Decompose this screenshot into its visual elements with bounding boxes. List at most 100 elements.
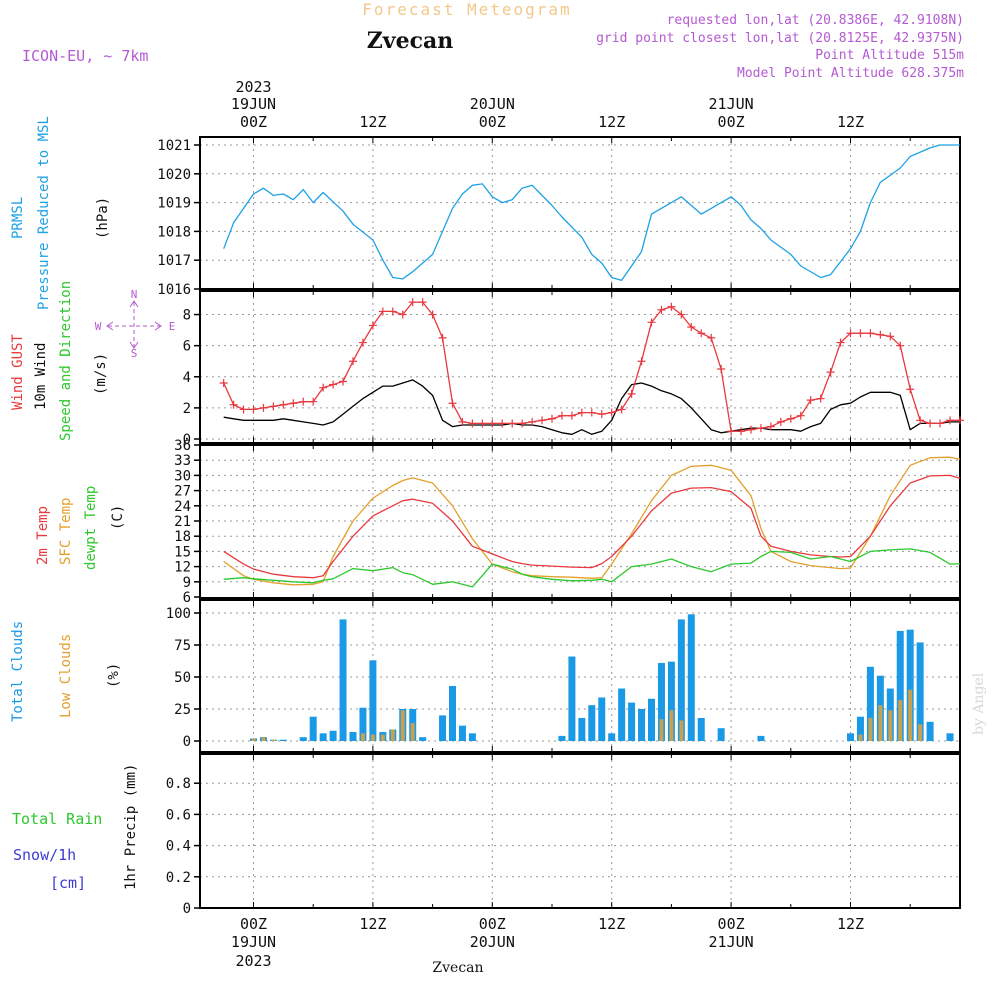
gridpoint-coords: grid point closest lon,lat (20.8125E, 42… [596, 31, 964, 46]
wind-gust-point [279, 400, 288, 409]
wind-speed-line [223, 379, 960, 435]
wind-gust-point [946, 416, 954, 425]
compass-east: E [169, 320, 176, 333]
wind-gust-point [458, 417, 467, 426]
clouds-unit: (%) [106, 663, 122, 688]
wind-ytick-label: 0 [183, 432, 191, 448]
wind-gust-point [926, 419, 935, 428]
clouds-panel: 0 25 50 75 100 [166, 599, 961, 753]
top-time-label: 12Z [598, 113, 625, 131]
total-cloud-bar [458, 725, 466, 741]
wind-gust-point [498, 419, 507, 428]
low-cloud-bar [360, 733, 365, 741]
wind-gust-point [896, 341, 905, 350]
low-cloud-bar [380, 734, 385, 741]
low-cloud-bar [251, 738, 256, 741]
wind-gust-point [816, 394, 825, 403]
wind-gust-point [806, 396, 815, 405]
total-cloud-bar [329, 730, 337, 741]
chart-title: Forecast Meteogram [362, 0, 571, 19]
wind-gust-point [637, 357, 646, 366]
wind-panel: 0 2 4 6 8 [183, 290, 964, 448]
wind-gust-point [567, 411, 576, 420]
top-time-label: 21JUN [709, 95, 754, 113]
wind-gust-point [378, 307, 387, 316]
wind-gust-point [776, 417, 785, 426]
bottom-time-label: 19JUN [231, 933, 276, 951]
temp-ytick-label: 24 [174, 499, 191, 515]
wind-gust-point [349, 357, 357, 366]
pressure-frame [199, 136, 961, 290]
wind-gust-point [557, 411, 566, 420]
compass-west: W [95, 320, 102, 333]
temp-ytick-label: 15 [174, 544, 191, 560]
low-cloud-bar [679, 720, 684, 741]
low-cloud-bar [878, 705, 883, 741]
clouds-ytick-label: 75 [174, 638, 191, 654]
wind-gust-point [249, 405, 258, 414]
wind-ytick-label: 6 [183, 339, 191, 355]
wind-gust-point [876, 330, 885, 339]
low-cloud-bar [858, 734, 863, 741]
low-cloud-bar [410, 723, 415, 741]
requested-coords: requested lon,lat (20.8386E, 42.9108N) [667, 13, 964, 28]
temp-ytick-label: 9 [183, 575, 191, 591]
wind-gust-point [538, 416, 547, 425]
total-cloud-bar [349, 732, 357, 741]
total-cloud-bar [558, 735, 566, 741]
wind-gust-point [627, 389, 636, 398]
total-cloud-bar [896, 630, 904, 741]
pressure-ytick-label: 1016 [157, 282, 191, 298]
low-cloud-bar [898, 700, 903, 741]
wind-gust-point [936, 419, 945, 428]
top-time-label: 00Z [718, 113, 745, 131]
total-cloud-bar [578, 717, 586, 741]
total-cloud-bar [608, 733, 616, 741]
bottom-time-label: 21JUN [709, 933, 754, 951]
wind-gust-point [717, 365, 726, 373]
wind-gust-point [747, 425, 755, 434]
compass-arrow-s [129, 341, 139, 349]
top-time-label: 19JUN [231, 95, 276, 113]
wind-gust-point [408, 298, 417, 307]
wind-gust-point [229, 400, 238, 409]
low-cloud-bar [271, 739, 276, 741]
wind-gust-point [339, 377, 348, 386]
wind-gust-point [398, 310, 407, 319]
precip-unit: 1hr Precip (mm) [123, 764, 139, 890]
low-cloud-bar [390, 729, 395, 741]
bottom-time-label: 12Z [837, 915, 864, 933]
compass-north: N [131, 288, 138, 301]
total-cloud-bar [677, 619, 685, 741]
low-cloud-bar [400, 710, 405, 741]
precip-panel: 0 0.2 0.4 0.6 0.8 [166, 753, 961, 917]
station-name: Zvecan [367, 28, 454, 54]
top-time-label: 12Z [837, 113, 864, 131]
pressure-ytick-label: 1018 [157, 224, 191, 240]
temp-2m-label: 2m Temp [35, 506, 51, 565]
bottom-time-label: 12Z [598, 915, 625, 933]
wind-gust-point [906, 385, 915, 394]
wind-gust-point [518, 419, 527, 428]
wind-gust-point [478, 419, 487, 428]
wind-ytick-label: 8 [183, 308, 191, 324]
pressure-panel: 1016 1017 1018 1019 1020 1021 [157, 136, 961, 298]
total-cloud-bar [359, 707, 367, 741]
total-cloud-bar [568, 656, 576, 741]
total-cloud-bar [717, 728, 725, 741]
wind-gust-point [737, 427, 746, 436]
wind-gust-point [597, 410, 606, 419]
model-label: ICON-EU, ~ 7km [22, 47, 148, 65]
total-cloud-bar [299, 737, 307, 741]
total-cloud-bar [657, 662, 665, 741]
temp-ytick-label: 12 [174, 560, 191, 576]
wind-gust-point [617, 405, 626, 414]
total-cloud-bar [906, 629, 914, 741]
precip-ytick-label: 0.6 [166, 807, 191, 823]
wind-gust-point [577, 408, 586, 417]
total-cloud-bar [697, 717, 705, 741]
low-cloud-bar [370, 734, 375, 741]
total-cloud-bar [449, 685, 456, 741]
temp-frame [199, 444, 961, 599]
